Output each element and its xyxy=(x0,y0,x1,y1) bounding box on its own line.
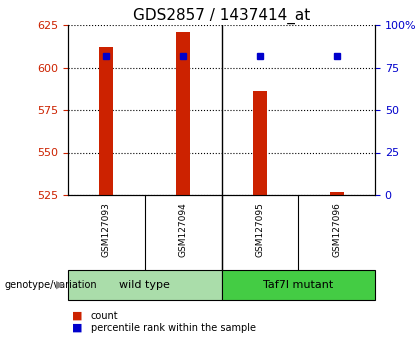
Text: GSM127094: GSM127094 xyxy=(178,202,188,257)
Bar xyxy=(330,192,344,195)
Text: percentile rank within the sample: percentile rank within the sample xyxy=(91,323,256,333)
Text: ■: ■ xyxy=(72,311,82,321)
Text: ■: ■ xyxy=(72,323,82,333)
Title: GDS2857 / 1437414_at: GDS2857 / 1437414_at xyxy=(133,7,310,24)
Text: GSM127096: GSM127096 xyxy=(332,202,341,257)
Bar xyxy=(176,32,190,195)
Text: count: count xyxy=(91,311,118,321)
Bar xyxy=(253,91,267,195)
Text: genotype/variation: genotype/variation xyxy=(4,280,97,290)
Text: ▶: ▶ xyxy=(56,280,64,290)
Text: GSM127093: GSM127093 xyxy=(102,202,111,257)
Text: GSM127095: GSM127095 xyxy=(255,202,264,257)
Bar xyxy=(100,47,113,195)
Bar xyxy=(221,270,375,300)
Text: Taf7l mutant: Taf7l mutant xyxy=(263,280,333,290)
Text: wild type: wild type xyxy=(119,280,170,290)
Bar xyxy=(68,270,221,300)
